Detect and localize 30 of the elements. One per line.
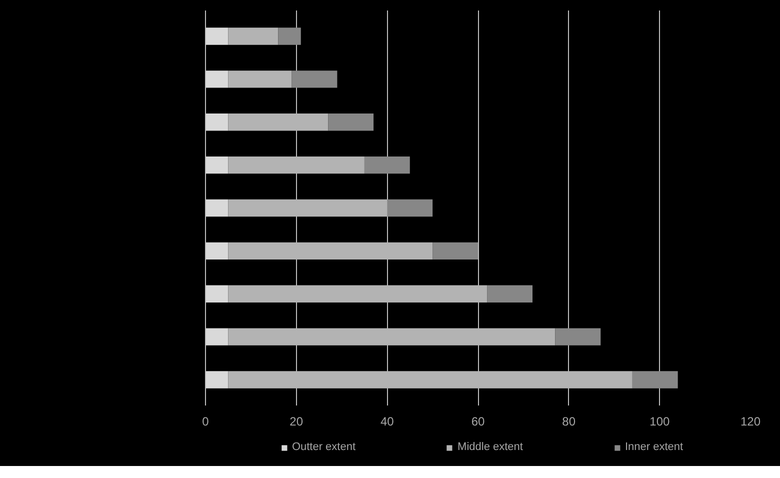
legend-label: Inner extent	[624, 441, 684, 453]
bar	[228, 70, 292, 88]
bar	[206, 285, 228, 302]
bar	[555, 328, 601, 346]
x-tick-label: 80	[562, 414, 576, 428]
bar	[292, 70, 338, 88]
x-tick-label: 100	[650, 414, 670, 428]
bar	[364, 156, 410, 174]
bar	[206, 114, 228, 131]
x-tick-label: 40	[380, 414, 394, 428]
bar	[278, 28, 301, 45]
bar	[206, 156, 228, 174]
legend-label: Middle extent	[458, 441, 523, 453]
bar	[206, 371, 228, 388]
legend-label: Outter extent	[292, 441, 356, 453]
bar	[206, 28, 228, 45]
bar	[206, 70, 228, 88]
bar	[328, 114, 374, 131]
bar	[206, 242, 228, 260]
bar	[387, 199, 433, 217]
bar	[206, 199, 228, 217]
bar	[228, 28, 278, 45]
x-tick-label: 120	[740, 414, 761, 428]
x-tick-label: 60	[471, 414, 485, 428]
bar	[487, 285, 532, 302]
bar	[206, 328, 228, 346]
bar	[632, 371, 678, 388]
x-tick-label: 0	[202, 414, 210, 428]
bar	[432, 242, 478, 260]
x-tick-label: 20	[290, 414, 304, 428]
